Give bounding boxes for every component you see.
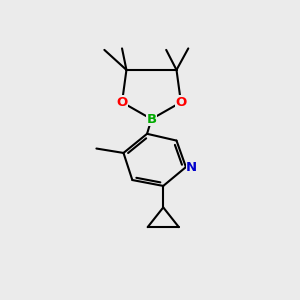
Text: B: B	[146, 112, 157, 126]
Text: O: O	[175, 96, 187, 109]
Text: O: O	[116, 96, 128, 109]
Text: N: N	[186, 160, 197, 174]
